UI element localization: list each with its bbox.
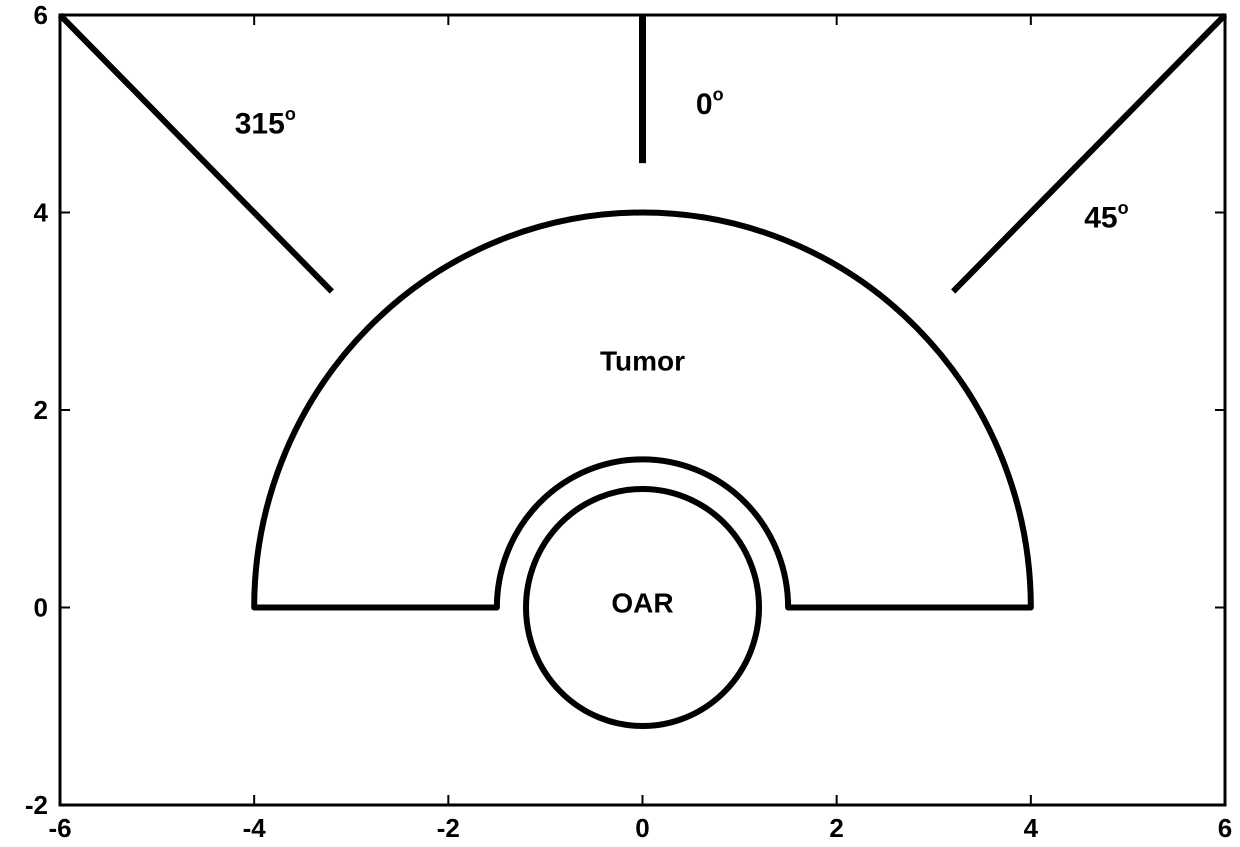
annotation-zero_deg: 0o	[696, 84, 724, 121]
x-tick-label: -4	[243, 813, 267, 843]
x-tick-label: 6	[1218, 813, 1232, 843]
x-tick-label: 2	[829, 813, 843, 843]
y-tick-label: -2	[25, 790, 48, 820]
y-tick-label: 2	[34, 395, 48, 425]
y-tick-label: 6	[34, 0, 48, 30]
beam-315	[60, 15, 332, 292]
diagram-svg: -6 -4 -2 0 2 4 6 -2 0 2 4 6 0o 45o 315o Tumor OAR	[0, 0, 1240, 847]
tumor-shape	[254, 213, 1031, 608]
annotation-oar_label: OAR	[611, 587, 673, 618]
annotation-threefifteen_deg: 315o	[235, 104, 296, 141]
x-tick-label: 4	[1024, 813, 1039, 843]
annotation-tumor_label: Tumor	[600, 346, 685, 377]
x-tick-label: 0	[635, 813, 649, 843]
y-tick-label: 4	[34, 198, 49, 228]
diagram-container: -6 -4 -2 0 2 4 6 -2 0 2 4 6 0o 45o 315o Tumor OAR	[0, 0, 1240, 847]
annotation-fortyfive_deg: 45o	[1084, 198, 1128, 235]
y-tick-label: 0	[34, 593, 48, 623]
beam-45	[953, 15, 1225, 292]
x-tick-label: -2	[437, 813, 460, 843]
x-tick-label: -6	[48, 813, 71, 843]
